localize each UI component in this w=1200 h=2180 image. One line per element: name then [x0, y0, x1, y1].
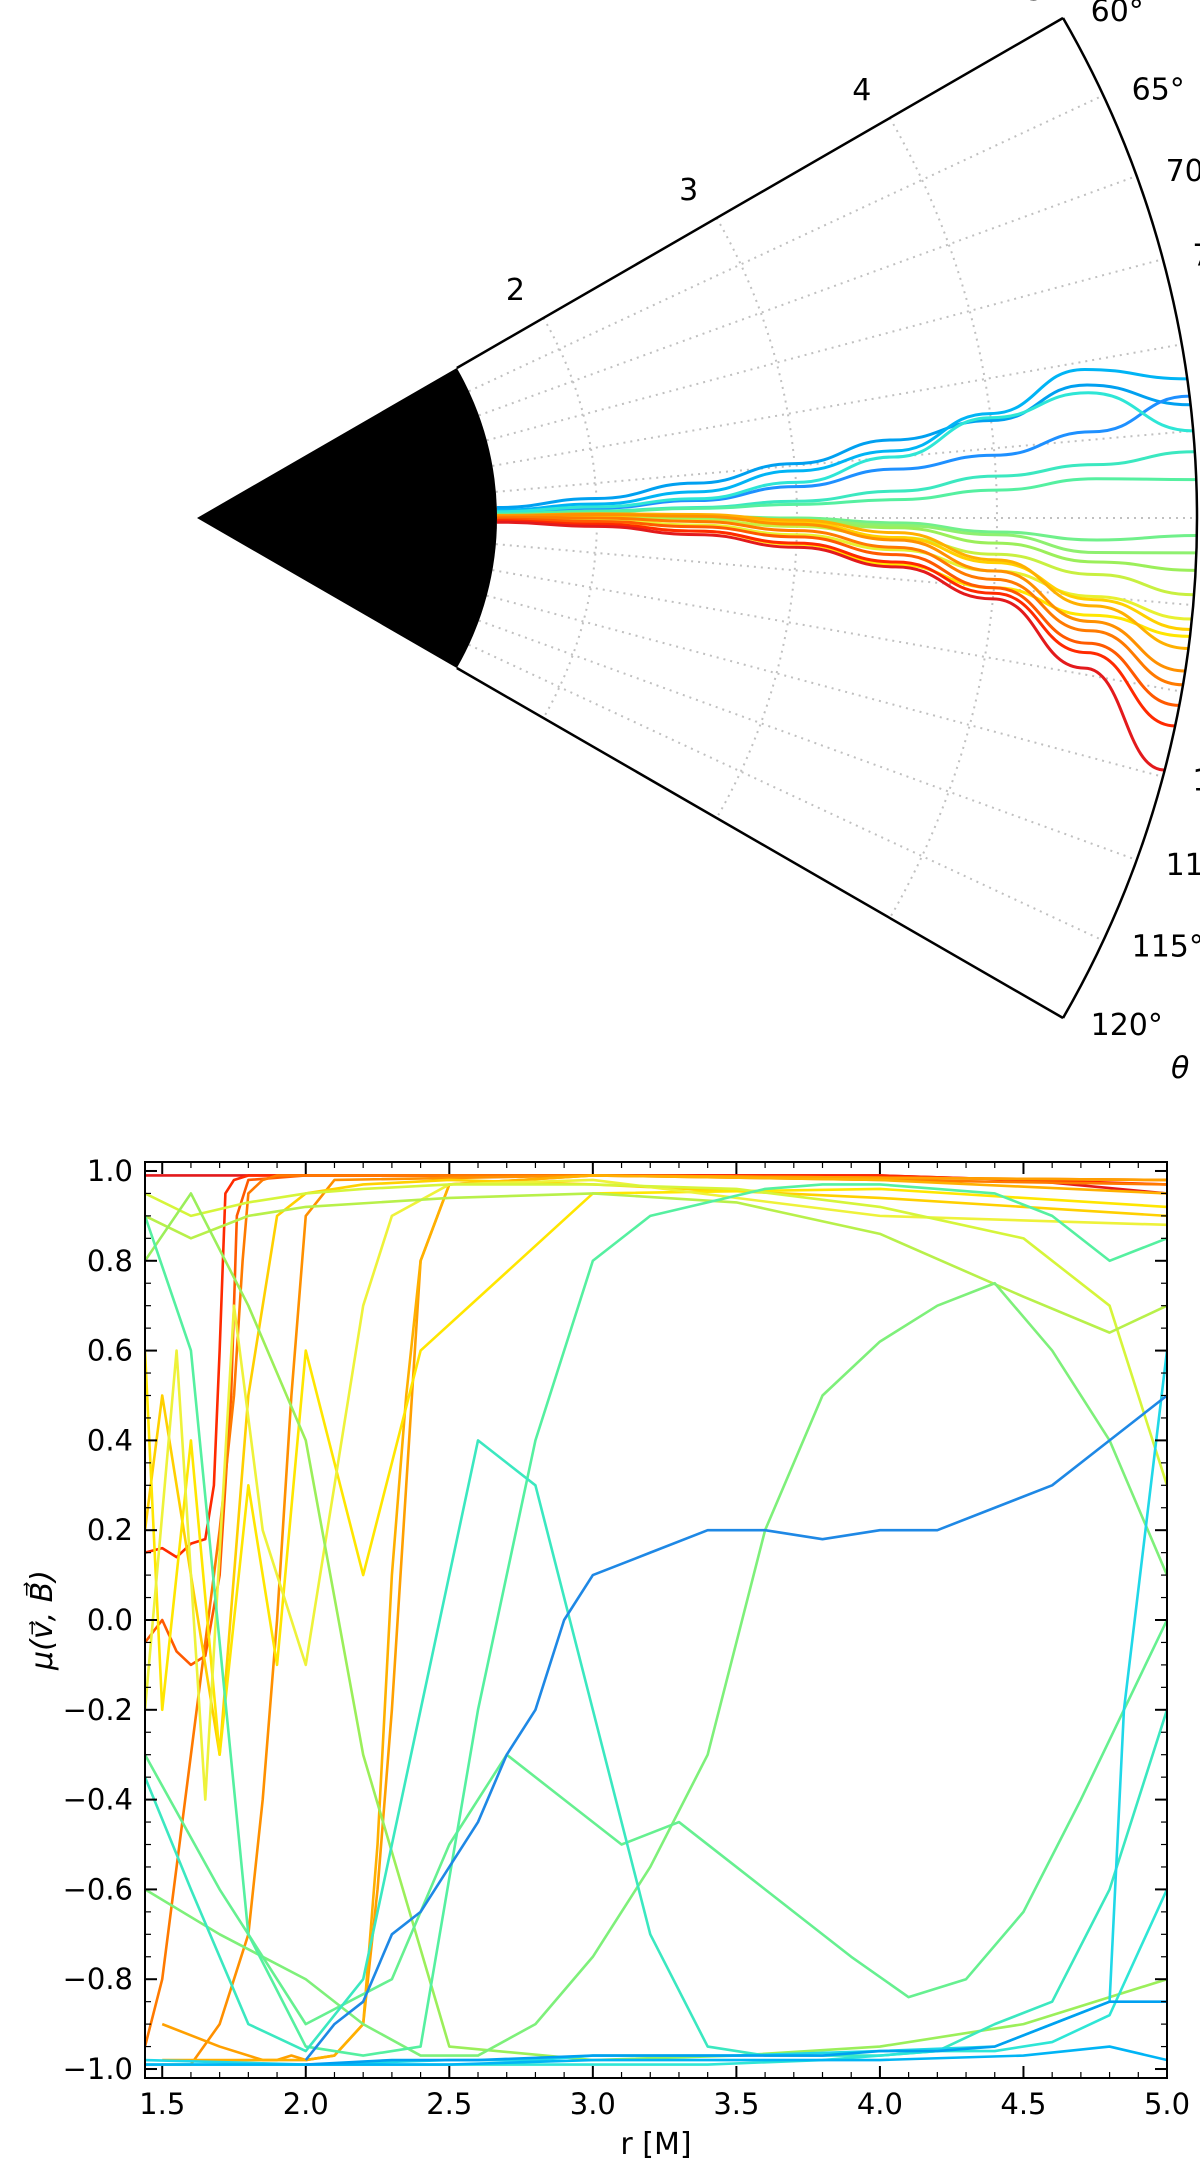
mu-series-line — [145, 1619, 1167, 2026]
radius-tick-label: 4 — [852, 73, 871, 108]
radius-tick-label: 3 — [679, 173, 698, 208]
x-tick-label: 2.0 — [283, 2087, 329, 2121]
theta-tick-label: 115° — [1132, 930, 1200, 965]
mu-series-line — [145, 1174, 1167, 2047]
x-tick-label: 2.5 — [426, 2087, 472, 2121]
y-tick-label: −0.8 — [63, 1962, 133, 1996]
mu-series-line — [145, 1183, 1167, 1486]
y-tick-label: 0.2 — [87, 1513, 133, 1547]
mu-line-plot: 1.5 2.0 2.5 3.0 3.5 4.0 4.5 5.0 −1.0 −0.8 −0.6 −0.4… — [24, 1154, 1191, 2162]
y-tick-label: −1.0 — [63, 2052, 133, 2086]
x-tick-label: 1.5 — [139, 2087, 185, 2121]
mu-series-line — [145, 1439, 1167, 2057]
theta-tick-label: 110° — [1166, 848, 1200, 883]
theta-tick-label: 60° — [1091, 0, 1144, 29]
theta-grid-line — [486, 258, 1164, 442]
mu-series-line — [145, 1192, 1167, 2062]
polar-trajectories — [496, 367, 1197, 772]
theta-tick-label: 105° — [1192, 763, 1200, 798]
mu-series-line — [145, 1187, 1167, 1757]
x-tick-label: 3.5 — [713, 2087, 759, 2121]
y-tick-label: 1.0 — [87, 1154, 133, 1188]
theta-grid-line — [478, 175, 1138, 417]
x-axis-label: r [M] — [620, 2127, 691, 2162]
x-tick-label: 4.0 — [857, 2087, 903, 2121]
polar-trajectory-plot: 60°65°70°75°80°85°90°95°100°105°110°115°… — [197, 0, 1200, 1080]
mu-series-line — [145, 1350, 1167, 2066]
x-tick-label: 5.0 — [1144, 2087, 1190, 2121]
wedge-edge-top — [456, 16, 1064, 370]
mu-axes: 1.5 2.0 2.5 3.0 3.5 4.0 4.5 5.0 −1.0 −0.8 −0.6 −0.4… — [63, 1154, 1190, 2121]
y-tick-label: −0.2 — [63, 1693, 133, 1727]
radius-tick-label: 5 — [1025, 0, 1044, 8]
trajectory-line — [496, 516, 1192, 621]
mu-series — [145, 1174, 1167, 2066]
trajectory-line — [496, 513, 1186, 673]
wedge-edge-bottom — [456, 666, 1064, 1020]
trajectory-line — [496, 520, 1165, 772]
r-grid-arc — [715, 217, 798, 819]
mu-series-line — [145, 1183, 1167, 2057]
wedge-outer-arc — [1061, 17, 1199, 1019]
theta-axis-symbol: θ — [1171, 1051, 1189, 1080]
theta-tick-label: 70° — [1166, 154, 1200, 189]
theta-grid-line — [468, 94, 1104, 393]
trajectory-line — [496, 383, 1191, 510]
y-tick-label: −0.4 — [63, 1783, 133, 1817]
theta-grid-line — [495, 543, 1194, 607]
trajectory-line — [496, 515, 1184, 687]
trajectory-line — [496, 394, 1190, 515]
y-tick-label: 0.0 — [87, 1603, 133, 1637]
mu-series-line — [145, 1178, 1167, 1757]
theta-tick-label: 65° — [1132, 72, 1185, 107]
mu-series-line — [304, 1394, 1167, 2061]
trajectory-line — [496, 517, 1180, 707]
mu-series-line — [305, 2000, 1167, 2066]
mu-series-line — [145, 1192, 1167, 1334]
theta-grid-line — [478, 619, 1138, 861]
trajectory-line — [496, 367, 1188, 512]
x-tick-label: 3.0 — [570, 2087, 616, 2121]
theta-grid-line — [492, 343, 1182, 467]
y-tick-label: 0.6 — [87, 1334, 133, 1368]
y-tick-label: 0.4 — [87, 1423, 133, 1457]
y-tick-label: −0.6 — [63, 1872, 133, 1906]
polar-labels: 60°65°70°75°80°85°90°95°100°105°110°115°… — [506, 0, 1200, 1080]
horizon-wedge — [197, 368, 497, 668]
trajectory-line — [496, 519, 1176, 728]
trajectory-line — [496, 391, 1194, 514]
mu-series-line — [162, 1174, 1167, 2066]
x-tick-label: 4.5 — [1000, 2087, 1046, 2121]
y-tick-label: 0.8 — [87, 1244, 133, 1278]
mu-series-line — [145, 1178, 1167, 1801]
mu-series-line — [145, 1281, 1167, 2057]
polar-frame — [197, 16, 1199, 1020]
theta-tick-label: 75° — [1192, 239, 1200, 274]
trajectory-line — [496, 477, 1197, 516]
y-axis-label: μ(v⃗, B⃗) — [24, 1570, 60, 1671]
mu-series-line — [145, 2045, 1167, 2066]
radius-tick-label: 2 — [506, 273, 525, 308]
theta-grid-line — [492, 569, 1182, 693]
theta-grid-line — [468, 643, 1104, 942]
theta-tick-label: 120° — [1091, 1008, 1163, 1043]
trajectory-line — [496, 512, 1189, 651]
